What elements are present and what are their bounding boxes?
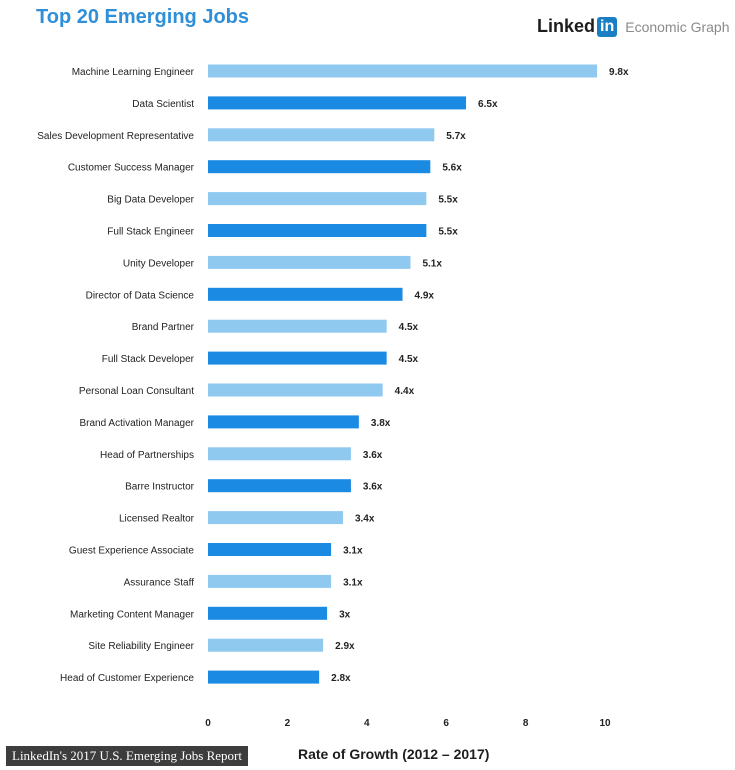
category-label: Barre Instructor	[125, 482, 195, 493]
bar	[208, 479, 351, 493]
value-label: 6.5x	[478, 99, 498, 110]
x-tick-label: 6	[443, 718, 449, 729]
bar	[208, 638, 324, 652]
value-label: 4.5x	[399, 354, 419, 365]
bar	[208, 574, 332, 588]
bar	[208, 606, 328, 620]
x-axis-label: Rate of Growth (2012 – 2017)	[298, 746, 490, 762]
category-label: Assurance Staff	[124, 577, 195, 588]
category-label: Marketing Content Manager	[70, 609, 195, 620]
category-label: Personal Loan Consultant	[79, 386, 194, 397]
bar	[208, 543, 332, 556]
category-label: Unity Developer	[123, 258, 195, 269]
category-label: Customer Success Manager	[68, 163, 195, 174]
linkedin-logo: Linked in Economic Graph	[537, 16, 730, 37]
x-tick-label: 4	[364, 718, 370, 729]
category-label: Full Stack Developer	[102, 354, 195, 365]
bar	[208, 383, 383, 397]
category-label: Sales Development Representative	[37, 131, 194, 142]
source-caption: LinkedIn's 2017 U.S. Emerging Jobs Repor…	[6, 746, 248, 766]
value-label: 3.1x	[343, 577, 363, 588]
bar	[208, 128, 435, 142]
x-tick-label: 0	[205, 718, 211, 729]
x-tick-label: 2	[285, 718, 291, 729]
category-label: Head of Partnerships	[100, 450, 194, 461]
value-label: 2.8x	[331, 673, 351, 684]
value-label: 2.9x	[335, 641, 355, 652]
bar	[208, 64, 598, 78]
category-label: Full Stack Engineer	[107, 227, 194, 238]
chart-title: Top 20 Emerging Jobs	[36, 6, 249, 28]
brand-in-badge: in	[597, 16, 618, 37]
bar	[208, 160, 431, 174]
brand-word: Linked	[537, 16, 596, 36]
value-label: 5.1x	[422, 258, 442, 269]
bar	[208, 287, 403, 301]
value-label: 5.7x	[446, 131, 466, 142]
value-label: 4.4x	[395, 386, 415, 397]
x-tick-label: 8	[523, 718, 529, 729]
category-label: Brand Activation Manager	[79, 418, 194, 429]
brand-subtitle: Economic Graph	[625, 18, 730, 35]
category-label: Big Data Developer	[107, 195, 194, 206]
bar	[208, 319, 387, 333]
value-label: 3x	[339, 609, 351, 620]
value-label: 4.5x	[399, 322, 419, 333]
x-tick-label: 10	[599, 718, 611, 729]
bar	[208, 96, 467, 110]
bar-chart: Machine Learning Engineer 9.8x Data Scient…	[37, 64, 629, 729]
category-label: Data Scientist	[132, 99, 194, 110]
bar	[208, 511, 343, 525]
bar	[208, 255, 411, 269]
value-label: 4.9x	[415, 290, 435, 301]
value-label: 9.8x	[609, 67, 629, 78]
value-label: 3.6x	[363, 482, 383, 493]
value-label: 3.6x	[363, 450, 383, 461]
value-label: 5.5x	[438, 195, 458, 206]
bar	[208, 192, 427, 206]
bar	[208, 224, 427, 237]
value-label: 5.5x	[438, 227, 458, 238]
value-label: 5.6x	[442, 163, 462, 174]
value-label: 3.1x	[343, 546, 363, 557]
value-label: 3.8x	[371, 418, 391, 429]
bar	[208, 351, 387, 365]
value-label: 3.4x	[355, 514, 375, 525]
bar	[208, 447, 351, 461]
category-label: Director of Data Science	[86, 290, 195, 301]
bar	[208, 670, 320, 684]
bar	[208, 415, 359, 429]
category-label: Machine Learning Engineer	[72, 67, 195, 78]
category-label: Licensed Realtor	[119, 514, 195, 525]
category-label: Brand Partner	[132, 322, 195, 333]
category-label: Head of Customer Experience	[60, 673, 194, 684]
category-label: Site Reliability Engineer	[88, 641, 194, 652]
category-label: Guest Experience Associate	[69, 546, 195, 557]
